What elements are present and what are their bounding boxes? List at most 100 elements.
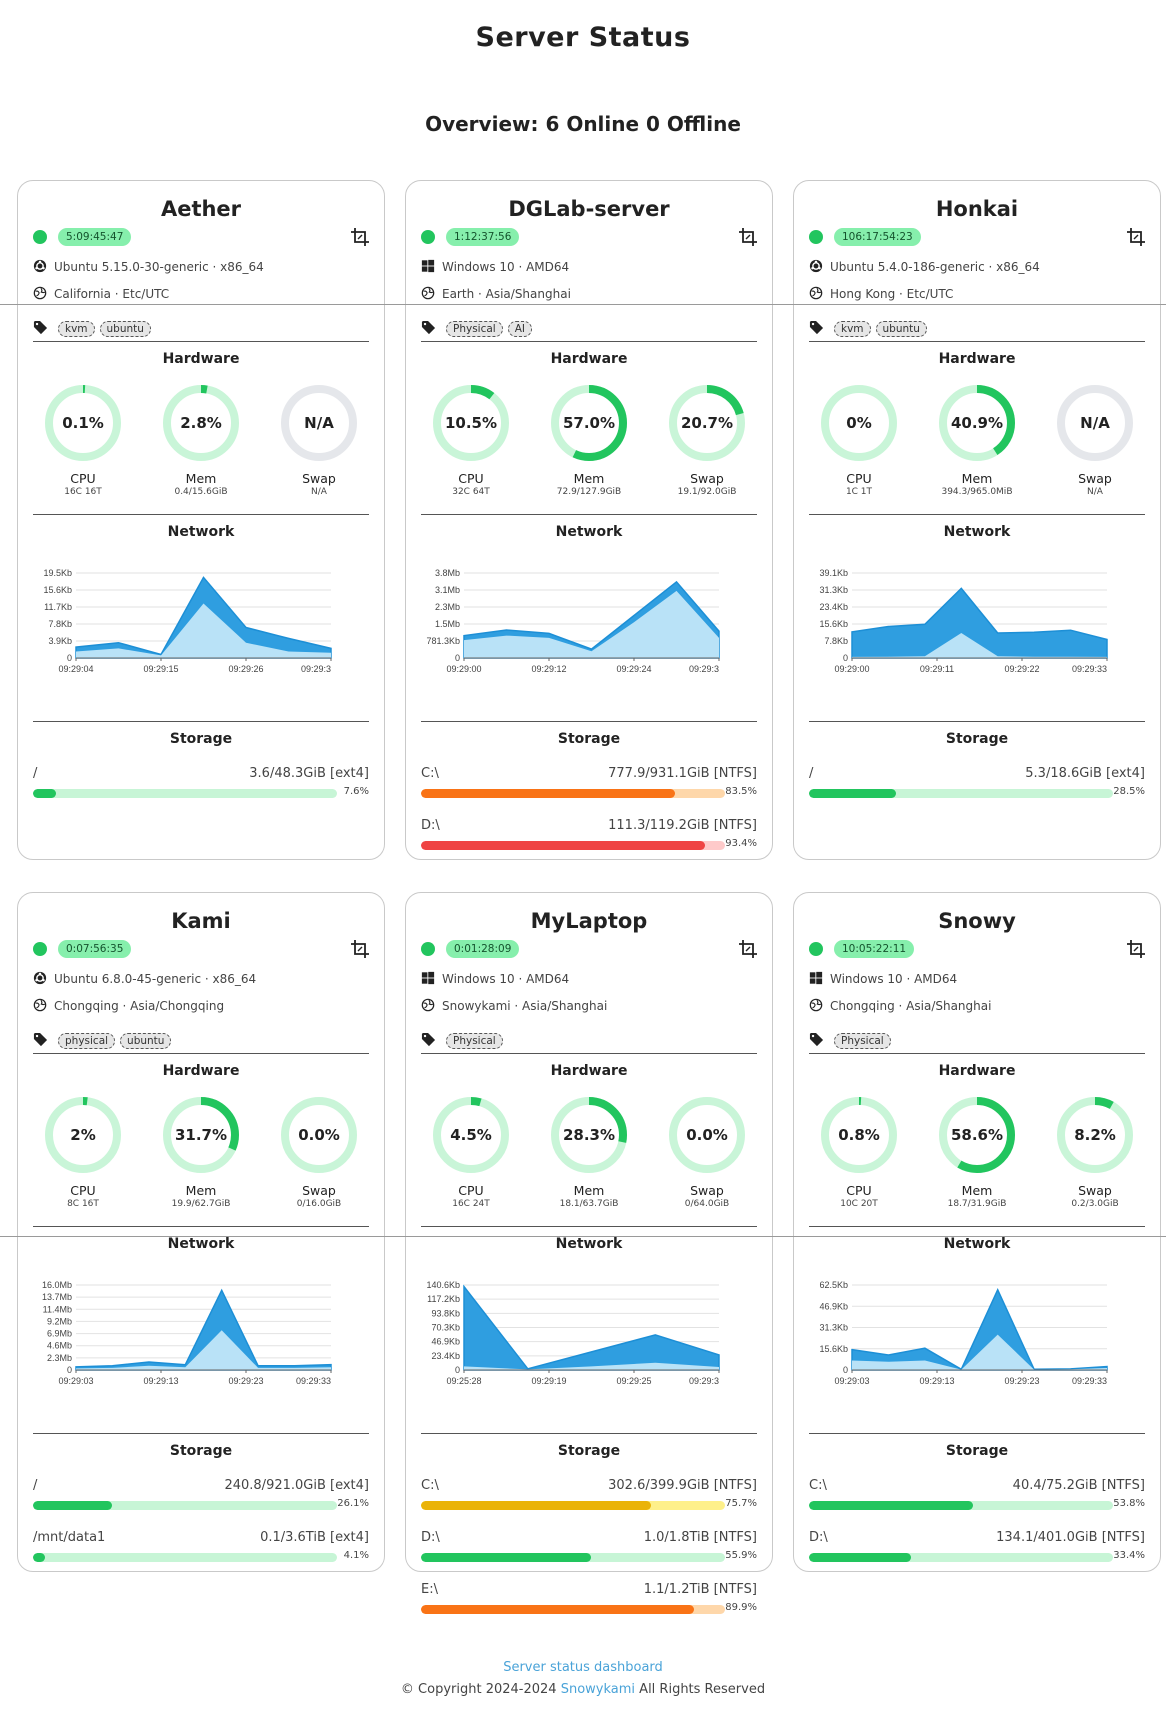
swap-detail: 0.2/3.0GiB xyxy=(1071,1199,1119,1209)
y-tick-label: 0 xyxy=(455,1365,460,1375)
network-chart: 3.8Mb 3.1Mb 2.3Mb 1.5Mb 781.3Kb 009:29:00 09:2… xyxy=(426,568,720,674)
cpu-gauge: 10.5% CPU 32C 64T xyxy=(426,379,516,497)
swap-label: Swap xyxy=(302,1183,336,1198)
storage-bar xyxy=(421,1553,725,1562)
storage-usage: 3.6/48.3GiB [ext4] xyxy=(249,766,369,781)
x-tick-label: 09:29:3 xyxy=(689,664,719,674)
crop-icon[interactable] xyxy=(350,939,370,959)
crop-icon[interactable] xyxy=(350,227,370,247)
swap-gauge-track xyxy=(281,385,357,461)
section-divider xyxy=(33,1053,369,1054)
section-divider xyxy=(33,1433,369,1434)
swap-gauge: N/A Swap N/A xyxy=(1050,379,1140,497)
y-tick-label: 11.4Mb xyxy=(43,1304,72,1314)
y-tick-label: 16.0Mb xyxy=(42,1280,72,1290)
y-tick-label: 3.8Mb xyxy=(435,568,460,578)
tag-chip[interactable]: kvm xyxy=(58,321,95,337)
storage-bar xyxy=(33,1553,337,1562)
swap-gauge-track xyxy=(281,1097,357,1173)
tag-chip[interactable]: Physical xyxy=(446,321,503,337)
cpu-gauge: 0.8% CPU 10C 20T xyxy=(814,1091,904,1209)
swap-detail: N/A xyxy=(311,487,327,497)
brand-link[interactable]: Snowykami xyxy=(560,1682,636,1697)
tag-chip[interactable]: kvm xyxy=(834,321,871,337)
swap-gauge: 0.0% Swap 0/64.0GiB xyxy=(662,1091,752,1209)
network-chart: 16.0Mb13.7Mb11.4Mb9.2Mb6.9Mb4.6Mb2.3Mb00… xyxy=(42,1280,332,1386)
storage-percent: 4.1% xyxy=(343,1550,369,1561)
swap-detail: N/A xyxy=(1087,487,1103,497)
x-tick-label: 09:29:13 xyxy=(143,1376,178,1386)
tag-chip[interactable]: AI xyxy=(507,321,532,337)
storage-mount: C:\ xyxy=(421,766,439,781)
uptime-badge: 0:07:56:35 xyxy=(58,940,132,958)
os-info: Windows 10 · AMD64 xyxy=(809,971,957,987)
os-text: Windows 10 · AMD64 xyxy=(442,260,570,274)
cpu-label: CPU xyxy=(70,471,96,486)
tag-chip[interactable]: ubuntu xyxy=(120,1033,172,1049)
footer-link[interactable]: Server status dashboard xyxy=(503,1660,663,1675)
online-status-dot xyxy=(33,942,47,956)
section-divider xyxy=(33,1226,369,1227)
x-tick-label: 09:29:15 xyxy=(143,664,178,674)
storage-title: Storage xyxy=(945,731,1009,747)
mem-gauge-ring xyxy=(939,385,1015,461)
x-tick-label: 09:29:19 xyxy=(531,1376,566,1386)
crop-icon[interactable] xyxy=(738,939,758,959)
globe-icon xyxy=(809,998,823,1012)
y-tick-label: 13.7Mb xyxy=(42,1292,72,1302)
copyright-text: © Copyright 2024-2024 xyxy=(400,1682,557,1697)
tag-chip[interactable]: Physical xyxy=(446,1033,503,1049)
swap-gauge-ring xyxy=(1057,1097,1133,1173)
storage-bar xyxy=(809,1501,1113,1510)
hardware-title: Hardware xyxy=(550,1063,628,1079)
location-text: Chongqing · Asia/Chongqing xyxy=(54,999,225,1013)
y-tick-label: 15.6Kb xyxy=(819,619,848,629)
location-text: Hong Kong · Etc/UTC xyxy=(830,287,954,301)
uptime-badge: 10:05:22:11 xyxy=(834,940,915,958)
swap-gauge: 0.0% Swap 0/16.0GiB xyxy=(274,1091,364,1209)
x-tick-label: 09:29:24 xyxy=(616,664,651,674)
storage-bar xyxy=(421,841,725,850)
globe-icon xyxy=(421,286,435,300)
storage-bar xyxy=(421,1501,725,1510)
crop-icon[interactable] xyxy=(1126,939,1146,959)
crop-icon[interactable] xyxy=(1126,227,1146,247)
footer-copyright: © Copyright 2024-2024 Snowykami All Righ… xyxy=(0,1682,1166,1697)
tag-chip[interactable]: physical xyxy=(58,1033,116,1049)
mem-gauge: 58.6% Mem 18.7/31.9GiB xyxy=(932,1091,1022,1209)
cpu-value: 0.8% xyxy=(838,1126,880,1144)
tag-chip[interactable]: ubuntu xyxy=(99,321,151,337)
y-tick-label: 0 xyxy=(67,1365,72,1375)
cpu-label: CPU xyxy=(70,1183,96,1198)
cpu-label: CPU xyxy=(458,1183,484,1198)
y-tick-label: 15.6Kb xyxy=(819,1344,848,1354)
rights-text: All Rights Reserved xyxy=(639,1682,766,1697)
uptime-badge: 5:09:45:47 xyxy=(58,228,132,246)
mem-detail: 0.4/15.6GiB xyxy=(174,487,228,497)
storage-mount: E:\ xyxy=(421,1582,438,1597)
windows-icon xyxy=(421,971,435,985)
swap-detail: 0/16.0GiB xyxy=(296,1199,342,1209)
tag-chip[interactable]: Physical xyxy=(834,1033,891,1049)
section-divider xyxy=(809,721,1145,722)
y-tick-label: 140.6Kb xyxy=(426,1280,460,1290)
tag-list: Physical xyxy=(421,1029,508,1049)
crop-icon[interactable] xyxy=(738,227,758,247)
cpu-gauge-fill xyxy=(821,1097,897,1173)
x-tick-label: 09:29:22 xyxy=(1004,664,1039,674)
swap-detail: 19.1/92.0GiB xyxy=(677,487,737,497)
x-tick-label: 09:29:13 xyxy=(919,1376,954,1386)
storage-title: Storage xyxy=(945,1443,1009,1459)
swap-label: Swap xyxy=(690,1183,724,1198)
storage-bar-fill xyxy=(809,1501,973,1510)
x-tick-label: 09:29:04 xyxy=(58,664,93,674)
location-info: Chongqing · Asia/Chongqing xyxy=(33,998,224,1014)
storage-row: D:\ 1.0/1.8TiB [NTFS] 55.9% xyxy=(421,1530,757,1564)
mem-label: Mem xyxy=(961,1183,993,1198)
cpu-detail: 1C 1T xyxy=(845,487,873,497)
mem-value: 40.9% xyxy=(950,414,1004,432)
ubuntu-icon xyxy=(33,259,47,273)
total-area xyxy=(851,1287,1108,1371)
tag-chip[interactable]: ubuntu xyxy=(875,321,927,337)
cpu-detail: 8C 16T xyxy=(67,1199,99,1209)
